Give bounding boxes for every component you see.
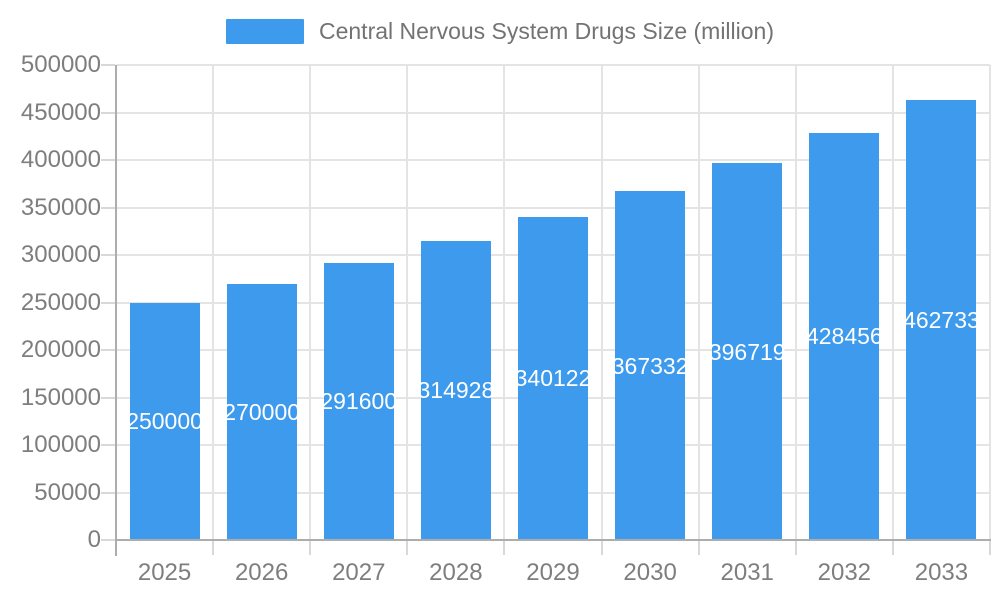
x-axis-label: 2026 <box>234 559 289 586</box>
bar[interactable] <box>420 240 491 540</box>
v-gridline <box>600 65 603 540</box>
bar[interactable] <box>615 191 686 540</box>
bar[interactable] <box>226 283 297 540</box>
y-axis-tick <box>101 254 115 256</box>
bar[interactable] <box>906 100 977 540</box>
v-gridline <box>989 65 991 540</box>
y-axis-label: 50000 <box>34 478 101 506</box>
x-axis-label: 2032 <box>817 559 872 586</box>
x-axis-tick <box>794 540 797 555</box>
bar-value-label: 250000 <box>126 408 203 435</box>
bar-value-label: 291600 <box>320 388 398 415</box>
x-axis-label: 2033 <box>914 559 969 586</box>
y-axis-tick <box>101 206 115 209</box>
y-axis-tick <box>101 111 115 114</box>
y-axis-tick <box>101 396 115 399</box>
x-axis-label: 2029 <box>526 559 580 586</box>
y-axis-label: 200000 <box>20 336 101 363</box>
bar[interactable] <box>809 132 880 540</box>
plot-area: 0 50000 100000 150000 200000 250000 300000 3500… <box>21 52 991 586</box>
y-axis-label: 400000 <box>20 146 101 173</box>
legend-swatch[interactable] <box>225 19 304 44</box>
bar-value-label: 314928 <box>417 377 495 404</box>
y-axis-label: 0 <box>87 526 101 553</box>
v-gridline <box>406 65 409 540</box>
x-axis-tick <box>697 540 700 555</box>
y-axis-tick <box>101 491 115 494</box>
x-axis-label: 2030 <box>623 559 677 586</box>
v-gridline <box>794 65 797 540</box>
bar-value-label: 340122 <box>514 365 592 392</box>
v-gridline <box>212 65 215 540</box>
y-gridline <box>116 159 990 161</box>
y-gridline <box>116 206 990 209</box>
y-axis-tick <box>101 539 115 541</box>
bar[interactable] <box>518 216 588 540</box>
bar[interactable] <box>129 302 200 540</box>
x-axis-tick <box>989 540 991 555</box>
x-axis-tick <box>212 540 215 555</box>
y-axis-label: 300000 <box>20 241 101 268</box>
y-axis-tick <box>101 64 115 66</box>
y-axis-tick <box>101 159 115 161</box>
v-gridline <box>697 65 700 540</box>
legend[interactable]: Central Nervous System Drugs Size (milli… <box>0 18 1000 45</box>
bar[interactable] <box>323 262 394 540</box>
bar-value-label: 367332 <box>611 352 689 379</box>
x-axis-tick <box>503 540 506 555</box>
y-axis-line <box>115 65 117 556</box>
y-axis-label: 450000 <box>20 98 101 126</box>
bar-value-label: 270000 <box>223 398 301 425</box>
x-axis-label: 2028 <box>429 559 483 586</box>
v-gridline <box>891 65 894 540</box>
y-axis-label: 500000 <box>20 51 101 78</box>
y-gridline <box>116 64 990 66</box>
x-axis-tick <box>891 540 894 555</box>
x-axis-tick <box>600 540 603 555</box>
y-axis-label: 250000 <box>20 288 101 316</box>
y-axis-label: 100000 <box>20 431 101 458</box>
x-axis-label: 2031 <box>720 559 774 586</box>
bar-value-label: 396719 <box>708 338 786 365</box>
v-gridline <box>309 65 312 540</box>
x-axis-label: 2027 <box>332 559 386 586</box>
bar-value-label: 462733 <box>903 307 980 334</box>
y-axis-label: 350000 <box>20 193 101 221</box>
y-axis-tick <box>101 444 115 446</box>
x-axis-line <box>115 539 991 541</box>
y-gridline <box>116 111 990 114</box>
bar[interactable] <box>712 163 783 540</box>
bar-value-label: 428456 <box>805 323 883 350</box>
v-gridline <box>503 65 506 540</box>
legend-label: Central Nervous System Drugs Size (milli… <box>318 18 774 44</box>
y-axis-label: 150000 <box>20 383 101 411</box>
x-axis-tick <box>406 540 409 555</box>
x-axis-label: 2025 <box>137 559 192 586</box>
x-axis-tick <box>309 540 312 555</box>
y-axis-tick <box>101 301 115 304</box>
y-axis-tick <box>101 349 115 351</box>
